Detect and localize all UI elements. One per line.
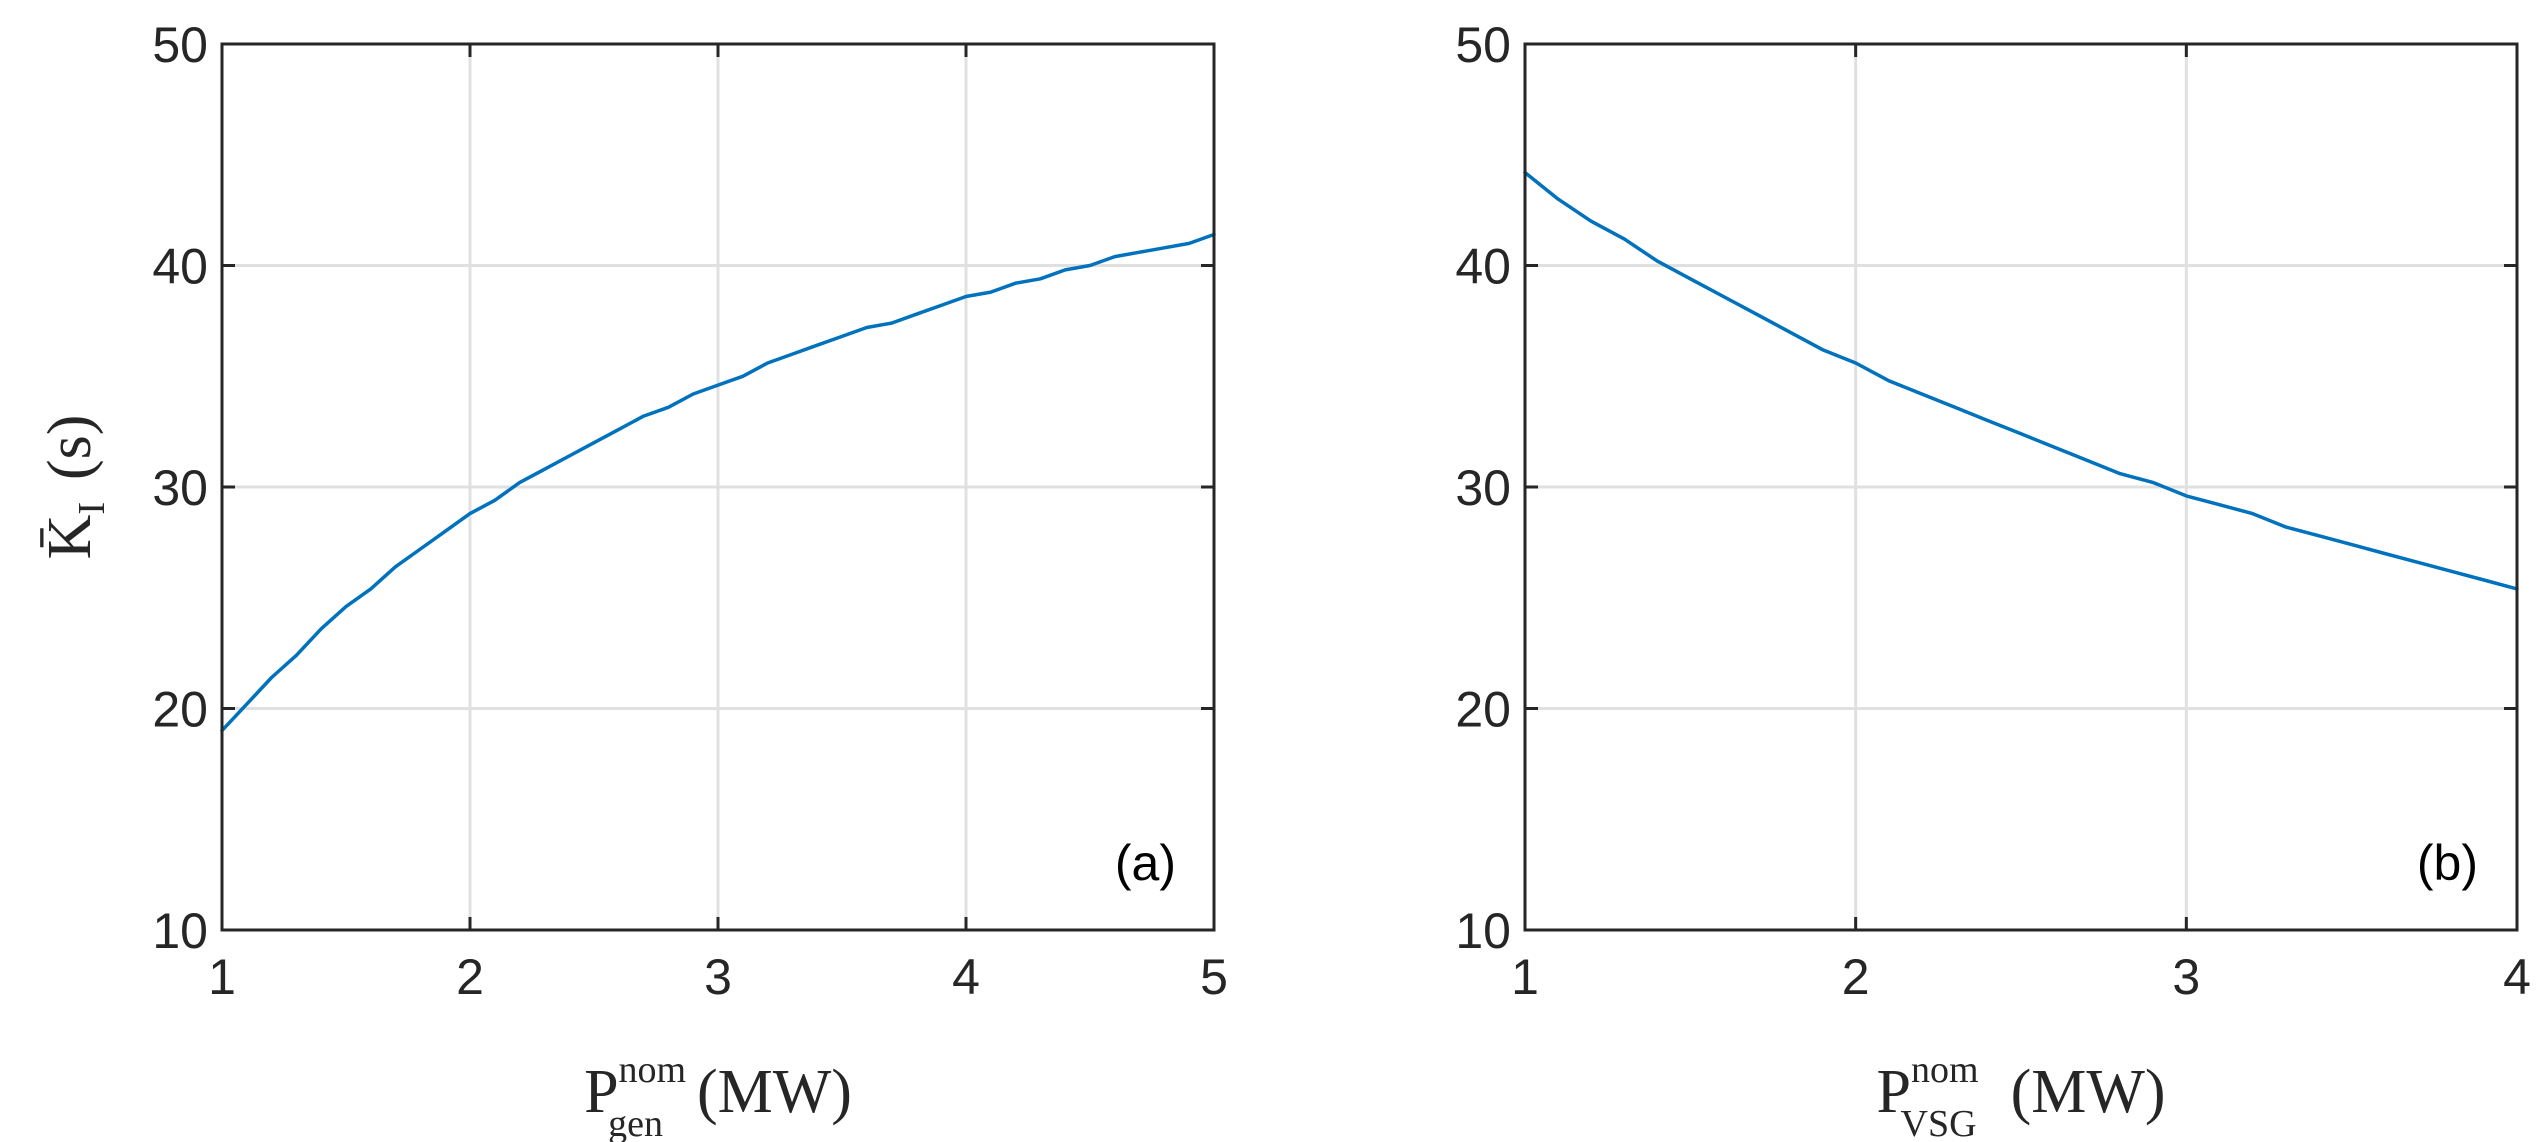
x-axis-label-a-unit: (MW)	[697, 1058, 852, 1126]
y-tick-label-a-50: 50	[152, 17, 208, 73]
y-tick-label-a-40: 40	[152, 239, 208, 295]
x-tick-label-b-1: 1	[1511, 949, 1539, 1005]
chart-panel-b: 1 2 3 4 10 20 30 40 50 (b) Pnom VSG (MW)	[1455, 17, 2531, 1142]
x-axis-label-a: Pnom gen (MW)	[584, 1049, 852, 1142]
tick-labels-b: 1 2 3 4 10 20 30 40 50	[1455, 17, 2531, 1005]
x-axis-label-b: Pnom VSG (MW)	[1876, 1049, 2165, 1142]
y-tick-label-b-40: 40	[1455, 239, 1511, 295]
x-axis-label-a-main: P	[584, 1058, 618, 1126]
x-axis-label-a-sub: gen	[608, 1103, 663, 1142]
series-group-a	[220, 232, 1216, 733]
x-tick-label-a-2: 2	[456, 949, 484, 1005]
x-axis-label-a-sup: nom	[619, 1049, 687, 1091]
y-tick-label-a-30: 30	[152, 460, 208, 516]
panel-label-b: (b)	[2417, 835, 2478, 891]
ticks-b	[1523, 42, 2519, 932]
svg-text:K̄I(s): K̄I (s)	[36, 415, 113, 560]
panel-label-a: (a)	[1115, 835, 1176, 891]
y-axis-label-a: K̄I (s)	[36, 415, 113, 560]
chart-panel-a: 1 2 3 4 5 10 20 30 40 50 (a) Pnom gen (MW) K̄I (s)	[36, 17, 1228, 1142]
x-tick-label-a-5: 5	[1200, 949, 1228, 1005]
x-tick-label-b-4: 4	[2503, 949, 2531, 1005]
y-tick-label-b-50: 50	[1455, 17, 1511, 73]
y-axis-label-a-sub: I	[71, 502, 113, 515]
y-axis-label-a-unit: (s)	[36, 415, 104, 480]
x-tick-label-a-4: 4	[952, 949, 980, 1005]
y-tick-label-a-10: 10	[152, 903, 208, 959]
y-tick-label-a-20: 20	[152, 682, 208, 738]
tick-labels-a: 1 2 3 4 5 10 20 30 40 50	[152, 17, 1228, 1005]
y-axis-label-a-main: K̄	[36, 514, 104, 559]
y-tick-label-b-20: 20	[1455, 682, 1511, 738]
series-line-a	[220, 232, 1216, 733]
y-tick-label-b-30: 30	[1455, 460, 1511, 516]
y-tick-label-b-10: 10	[1455, 903, 1511, 959]
x-axis-label-b-sub: VSG	[1901, 1103, 1977, 1142]
x-axis-label-b-sup: nom	[1911, 1049, 1979, 1091]
x-axis-label-b-main: P	[1876, 1058, 1910, 1126]
x-tick-label-b-3: 3	[2172, 949, 2200, 1005]
ticks-a	[220, 42, 1216, 932]
x-tick-label-a-3: 3	[704, 949, 732, 1005]
x-tick-label-b-2: 2	[1842, 949, 1870, 1005]
series-line-b	[1523, 170, 2519, 591]
x-axis-label-b-unit: (MW)	[2011, 1058, 2166, 1126]
x-tick-label-a-1: 1	[208, 949, 236, 1005]
series-group-b	[1523, 170, 2519, 591]
